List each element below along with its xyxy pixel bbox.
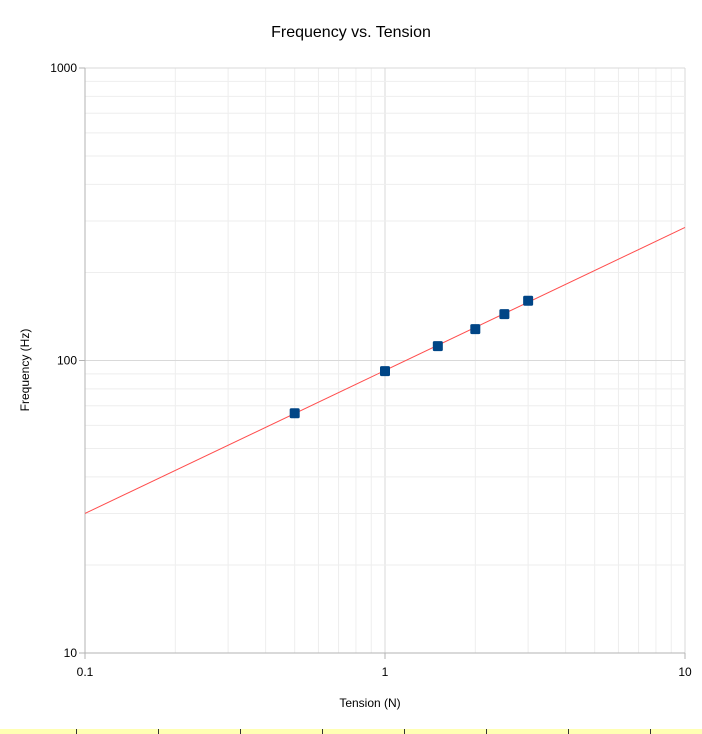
- data-point: [470, 324, 481, 335]
- strip-tick: [486, 729, 487, 734]
- data-point: [523, 295, 534, 306]
- x-axis-label: Tension (N): [339, 696, 400, 710]
- y-tick-label: 100: [57, 354, 77, 368]
- data-point: [432, 341, 443, 352]
- bottom-strip: [0, 729, 702, 734]
- x-tick-label: 0.1: [77, 665, 94, 679]
- y-tick-labels: 10 100 1000: [50, 61, 77, 660]
- data-point: [289, 408, 300, 419]
- x-tick-labels: 0.1 1 10: [77, 665, 692, 679]
- y-axis-label: Frequency (Hz): [18, 329, 32, 412]
- strip-tick: [650, 729, 651, 734]
- x-tick-label: 1: [382, 665, 389, 679]
- y-tick-label: 1000: [50, 61, 77, 75]
- strip-tick: [76, 729, 77, 734]
- grid: [84, 67, 686, 654]
- strip-tick: [240, 729, 241, 734]
- chart-title: Frequency vs. Tension: [271, 24, 431, 41]
- strip-tick: [568, 729, 569, 734]
- strip-tick: [322, 729, 323, 734]
- data-point: [499, 309, 510, 320]
- data-points: [289, 295, 534, 419]
- data-point: [380, 366, 390, 377]
- strip-tick: [158, 729, 159, 734]
- y-tick-label: 10: [64, 646, 78, 660]
- x-tick-label: 10: [678, 665, 692, 679]
- axes: [79, 67, 686, 659]
- strip-tick: [404, 729, 405, 734]
